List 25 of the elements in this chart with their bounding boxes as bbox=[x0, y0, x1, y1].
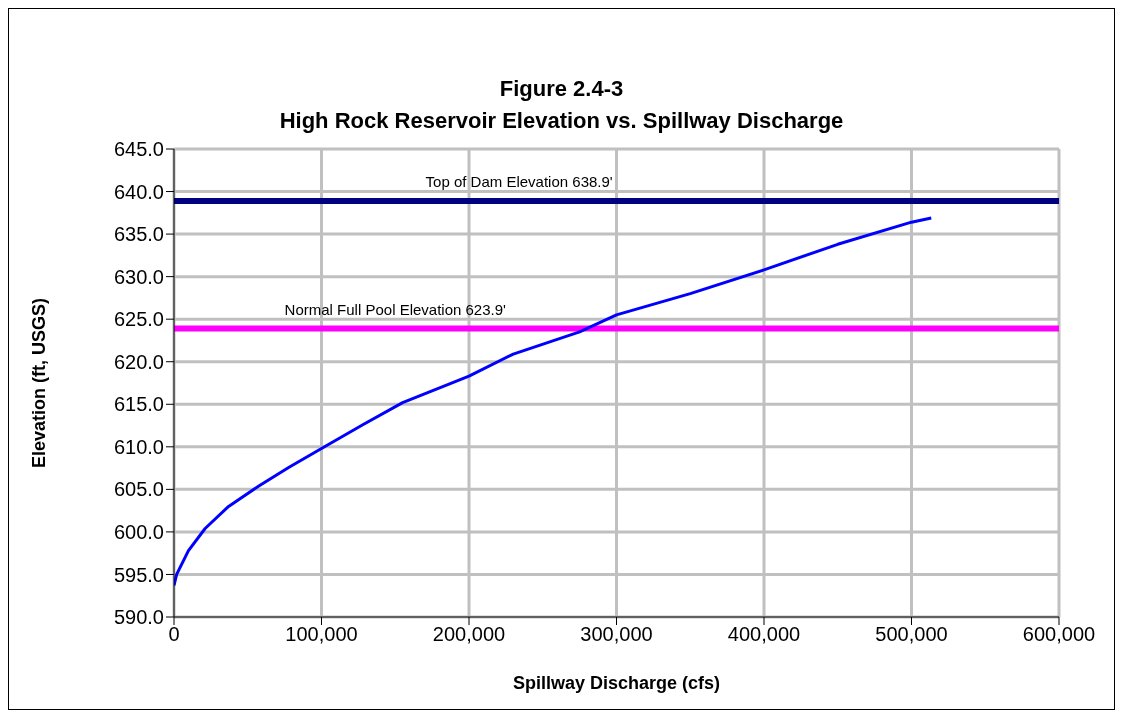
y-tick-label: 625.0 bbox=[113, 308, 164, 331]
y-tick-label: 605.0 bbox=[113, 478, 164, 501]
line-series bbox=[174, 216, 933, 588]
y-tick-label: 630.0 bbox=[113, 265, 164, 288]
y-tick-label: 590.0 bbox=[113, 606, 164, 629]
y-tick-label: 635.0 bbox=[113, 223, 164, 246]
y-tick-label: 615.0 bbox=[113, 393, 164, 416]
ref-line-label: Top of Dam Elevation 638.9' bbox=[425, 172, 613, 190]
ref-line-label: Normal Full Pool Elevation 623.9' bbox=[284, 300, 507, 318]
y-tick-label: 610.0 bbox=[113, 435, 164, 458]
x-tick-label: 200,000 bbox=[432, 623, 506, 646]
x-tick-label: 600,000 bbox=[1022, 623, 1096, 646]
y-tick-label: 620.0 bbox=[113, 350, 164, 373]
chart-title: Figure 2.4-3 High Rock Reservoir Elevation vs. Spillway Discharge bbox=[278, 75, 845, 135]
x-tick-label: 400,000 bbox=[727, 623, 801, 646]
x-tick-label: 500,000 bbox=[875, 623, 948, 646]
x-tick-label: 0 bbox=[168, 623, 180, 646]
x-tick-label: 300,000 bbox=[580, 623, 653, 646]
y-tick-label: 645.0 bbox=[113, 138, 164, 161]
x-tick-label: 100,000 bbox=[285, 623, 358, 646]
y-tick-label: 600.0 bbox=[113, 521, 164, 544]
y-tick-label: 595.0 bbox=[113, 563, 164, 586]
x-axis-title: Spillway Discharge (cfs) bbox=[512, 673, 721, 693]
y-axis-title: Elevation (ft, USGS) bbox=[29, 297, 50, 469]
y-tick-label: 640.0 bbox=[113, 180, 164, 203]
